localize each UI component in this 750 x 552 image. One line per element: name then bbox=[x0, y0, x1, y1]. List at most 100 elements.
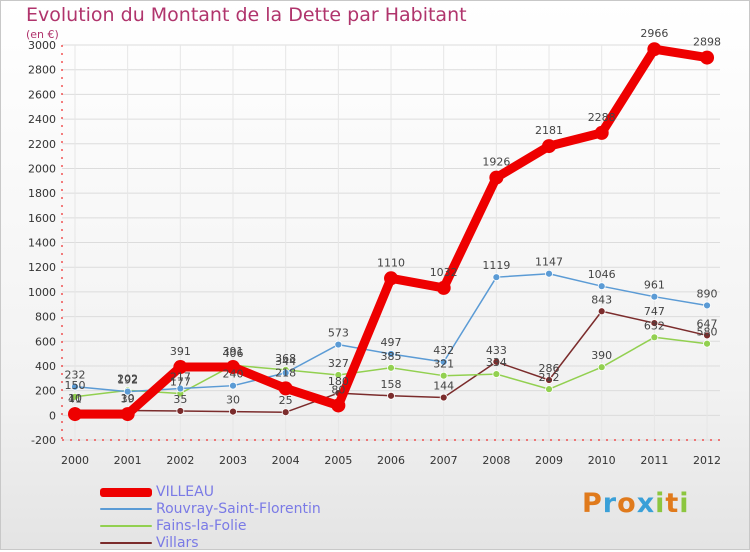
data-point bbox=[597, 282, 606, 291]
data-point bbox=[650, 333, 659, 342]
x-tick-label: 2006 bbox=[377, 454, 405, 467]
data-label: 385 bbox=[381, 350, 402, 363]
data-label: 747 bbox=[644, 305, 665, 318]
data-label: 890 bbox=[697, 287, 718, 300]
logo-letter: i bbox=[655, 488, 666, 519]
data-point bbox=[545, 269, 553, 278]
data-label: 144 bbox=[433, 380, 454, 393]
data-point bbox=[545, 385, 553, 394]
data-point bbox=[176, 384, 185, 393]
x-tick-label: 2002 bbox=[166, 454, 194, 467]
data-label: 39 bbox=[121, 392, 135, 405]
data-point bbox=[384, 271, 399, 286]
data-label: 1046 bbox=[588, 268, 616, 281]
data-point bbox=[226, 360, 241, 375]
data-point bbox=[334, 340, 343, 349]
data-point bbox=[331, 398, 346, 413]
data-point bbox=[703, 301, 711, 310]
x-tick-label: 2009 bbox=[535, 454, 563, 467]
legend-label: VILLEAU bbox=[156, 484, 214, 500]
data-label: 41 bbox=[68, 392, 82, 405]
y-tick-label: 1800 bbox=[28, 187, 56, 200]
y-tick-label: -200 bbox=[31, 434, 56, 447]
data-point bbox=[703, 331, 711, 340]
data-label: 232 bbox=[65, 369, 86, 382]
data-point bbox=[387, 391, 395, 400]
y-tick-label: 3000 bbox=[28, 39, 56, 52]
x-tick-label: 2001 bbox=[114, 454, 142, 467]
data-label: 218 bbox=[275, 366, 296, 379]
data-label: 321 bbox=[433, 358, 454, 371]
data-label: 2181 bbox=[535, 124, 563, 137]
data-label: 390 bbox=[591, 349, 612, 362]
data-label: 843 bbox=[591, 293, 612, 306]
data-point bbox=[229, 407, 237, 416]
y-tick-label: 1000 bbox=[28, 286, 56, 299]
y-tick-label: 200 bbox=[35, 385, 56, 398]
legend-swatch bbox=[100, 525, 152, 527]
data-label: 180 bbox=[328, 375, 349, 388]
x-tick-label: 2003 bbox=[219, 454, 247, 467]
legend-label: Rouvray-Saint-Florentin bbox=[156, 501, 321, 517]
y-tick-label: 2400 bbox=[28, 113, 56, 126]
data-label: 212 bbox=[539, 371, 560, 384]
data-point bbox=[68, 407, 82, 422]
data-label: 1119 bbox=[482, 259, 510, 272]
legend-swatch bbox=[100, 488, 152, 497]
data-label: 961 bbox=[644, 279, 665, 292]
data-point bbox=[594, 125, 609, 140]
data-label: 497 bbox=[381, 336, 402, 349]
data-label: 1926 bbox=[482, 156, 510, 169]
y-tick-label: 600 bbox=[35, 335, 56, 348]
y-tick-label: 400 bbox=[35, 360, 56, 373]
x-tick-label: 2010 bbox=[588, 454, 616, 467]
logo-letter: t bbox=[665, 488, 680, 519]
data-label: 327 bbox=[328, 357, 349, 370]
data-label: 1032 bbox=[430, 266, 458, 279]
data-point bbox=[176, 407, 185, 415]
logo-letter: P bbox=[582, 488, 603, 519]
x-tick-label: 2011 bbox=[640, 454, 668, 467]
data-label: 344 bbox=[275, 355, 296, 368]
y-tick-label: 2200 bbox=[28, 138, 56, 151]
x-tick-label: 2005 bbox=[324, 454, 352, 467]
data-point bbox=[123, 387, 132, 396]
data-label: 433 bbox=[486, 344, 507, 357]
legend-swatch bbox=[100, 508, 152, 510]
data-point bbox=[229, 381, 237, 390]
data-point bbox=[439, 393, 448, 402]
data-label: 25 bbox=[279, 394, 293, 407]
data-label: 192 bbox=[117, 374, 138, 387]
data-point bbox=[492, 357, 501, 366]
data-label: 1147 bbox=[535, 256, 563, 269]
x-tick-label: 2008 bbox=[482, 454, 510, 467]
logo-letter: o bbox=[617, 488, 637, 519]
data-point bbox=[492, 370, 501, 378]
data-point bbox=[120, 407, 135, 422]
data-label: 432 bbox=[433, 344, 454, 357]
data-label: 406 bbox=[223, 347, 244, 360]
y-tick-label: 1400 bbox=[28, 237, 56, 250]
data-point bbox=[387, 363, 395, 372]
data-label: 80 bbox=[331, 383, 345, 396]
data-label: 632 bbox=[644, 319, 665, 332]
data-label: 217 bbox=[170, 371, 191, 384]
y-tick-label: 2600 bbox=[28, 88, 56, 101]
data-label: 391 bbox=[170, 345, 191, 358]
data-point bbox=[439, 358, 448, 366]
data-point bbox=[173, 360, 188, 375]
legend-label: Fains-la-Folie bbox=[156, 518, 247, 534]
data-point bbox=[387, 350, 395, 358]
legend-label: Villars bbox=[156, 535, 199, 551]
logo-letter: i bbox=[679, 488, 690, 519]
data-point bbox=[597, 307, 606, 316]
y-tick-label: 1200 bbox=[28, 261, 56, 274]
data-label: 177 bbox=[170, 375, 191, 388]
data-label: 202 bbox=[117, 372, 138, 385]
x-tick-label: 2004 bbox=[272, 454, 300, 467]
data-point bbox=[647, 42, 662, 57]
line-chart: -200 0 200 400 600 800 1000 1200 1400 1600 1800 200… bbox=[28, 27, 721, 467]
data-label: 1110 bbox=[377, 256, 405, 269]
legend-swatch bbox=[100, 542, 152, 544]
y-tick-label: 800 bbox=[35, 311, 56, 324]
